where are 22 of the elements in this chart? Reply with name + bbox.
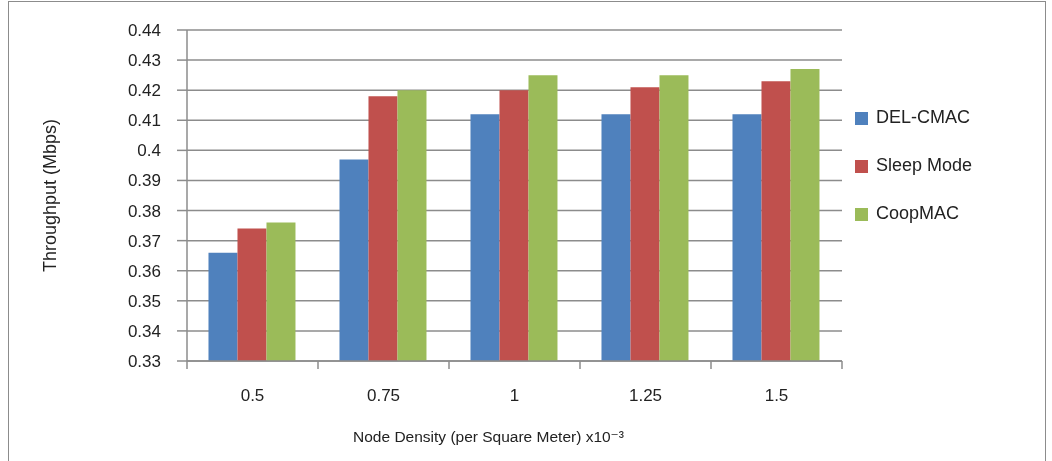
x-tick-label: 0.5 xyxy=(240,385,265,405)
y-tick-label: 0.37 xyxy=(127,231,161,251)
legend-label: DEL-CMAC xyxy=(876,107,971,127)
x-tick-label: 1.5 xyxy=(764,385,789,405)
legend-label: Sleep Mode xyxy=(876,155,973,175)
y-tick-label: 0.34 xyxy=(127,321,161,341)
legend-label: CoopMAC xyxy=(876,203,960,223)
y-tick-label: 0.4 xyxy=(137,141,161,161)
y-tick-label: 0.42 xyxy=(127,81,161,101)
x-tick-label: 1 xyxy=(509,385,520,405)
x-axis-title: Node Density (per Square Meter) x10⁻³ xyxy=(353,428,624,446)
y-axis-title: Throughput (Mbps) xyxy=(40,118,61,273)
x-tick-label: 0.75 xyxy=(366,385,401,405)
y-tick-label: 0.41 xyxy=(127,111,161,131)
y-tick-label: 0.35 xyxy=(127,291,161,311)
y-tick-label: 0.33 xyxy=(127,352,161,372)
y-tick-label: 0.44 xyxy=(127,21,161,41)
y-tick-label: 0.39 xyxy=(127,171,161,191)
y-tick-label: 0.43 xyxy=(127,51,161,71)
x-tick-label: 1.25 xyxy=(628,385,663,405)
y-tick-label: 0.36 xyxy=(127,261,161,281)
y-tick-label: 0.38 xyxy=(127,201,161,221)
